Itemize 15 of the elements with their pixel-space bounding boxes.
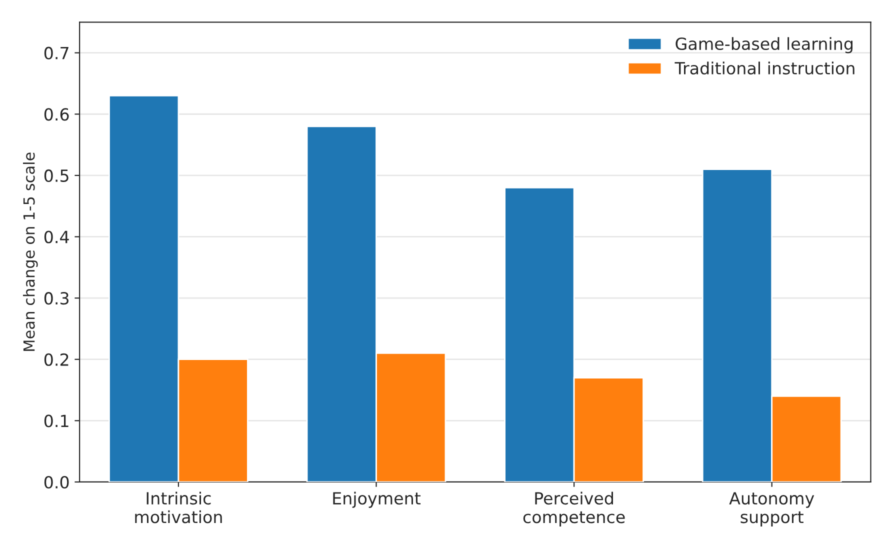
y-tick-label: 0.7 (44, 46, 68, 60)
y-axis-title: Mean change on 1-5 scale (22, 152, 38, 351)
y-tick-label: 0.5 (44, 169, 68, 182)
legend-label: Game-based learning (676, 37, 852, 54)
y-tick-label: 0.4 (44, 230, 69, 244)
x-tick-label: Autonomy support (729, 492, 814, 526)
y-tick-label: 0.6 (44, 108, 69, 121)
y-tick-label: 0.2 (44, 353, 68, 366)
x-tick-label: Enjoyment (333, 492, 421, 508)
x-tick-label: Intrinsic motivation (135, 492, 222, 524)
x-tick-label: Perceived competence (523, 492, 625, 526)
y-tick-label: 0.0 (44, 476, 69, 489)
legend-label: Traditional instruction (674, 62, 854, 75)
y-tick-label: 0.1 (44, 414, 68, 428)
y-tick-label: 0.3 (44, 292, 69, 305)
